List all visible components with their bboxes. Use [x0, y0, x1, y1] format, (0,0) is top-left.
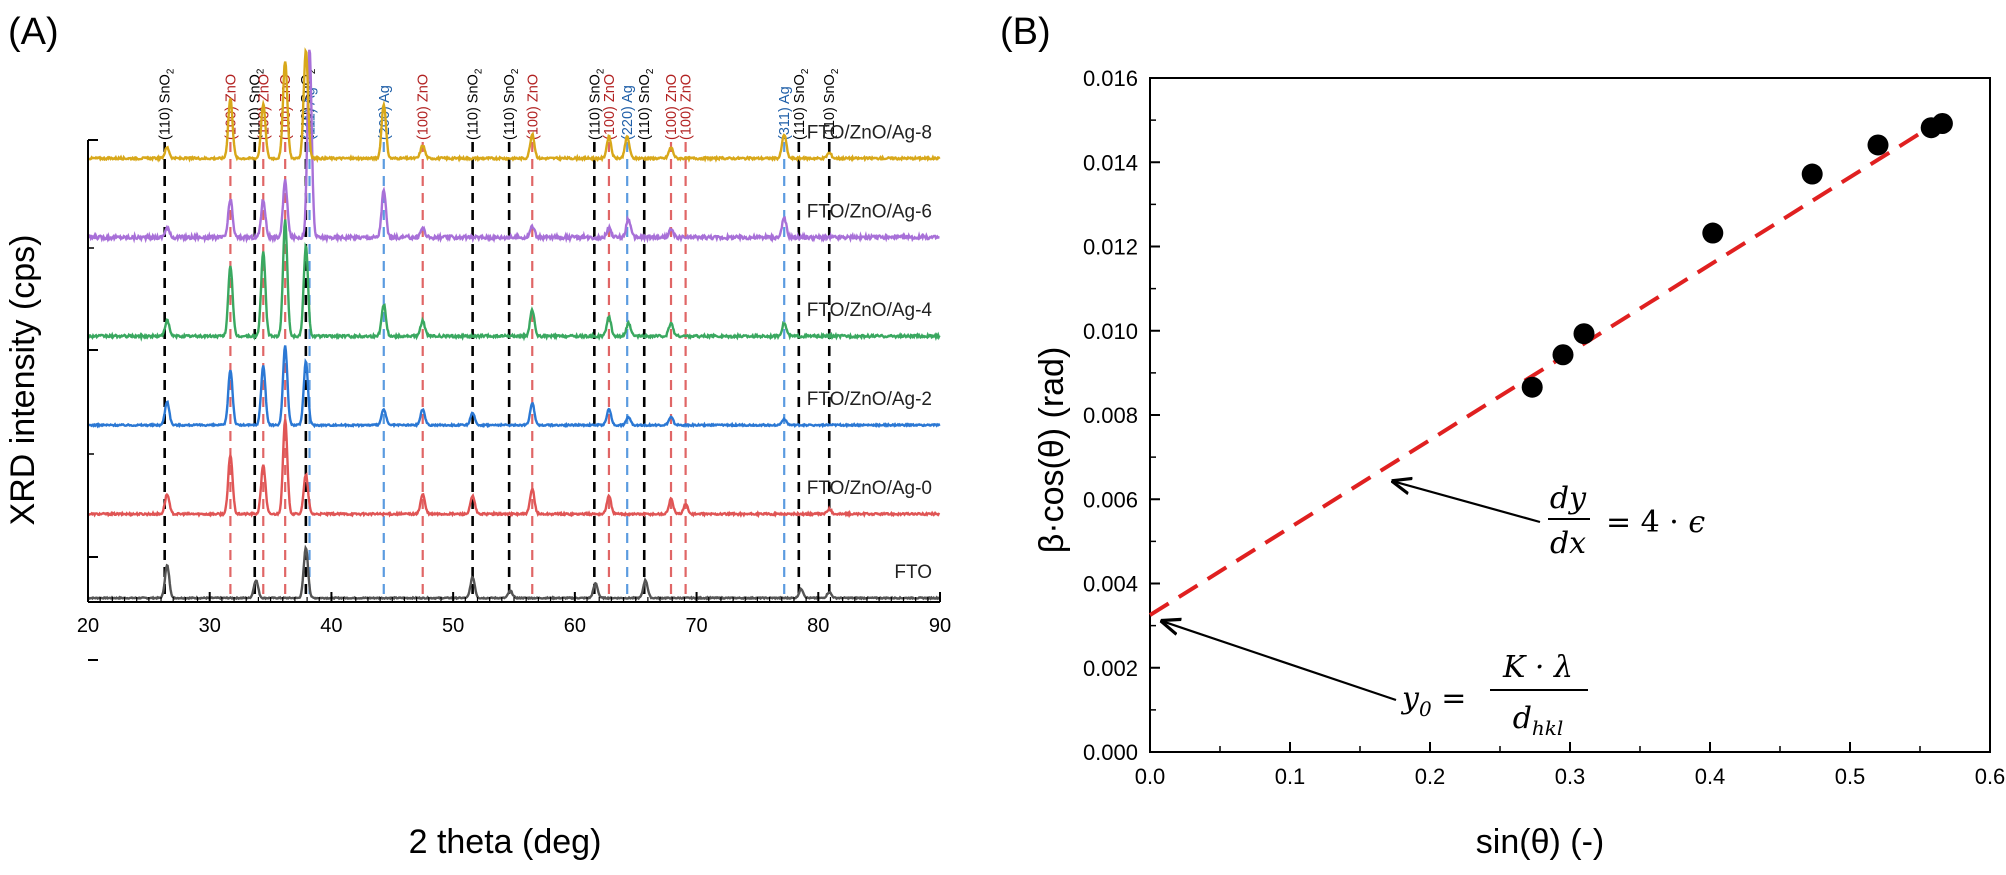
y-tick-label: 0.002 [1083, 656, 1138, 681]
y-tick-label: 0.016 [1083, 66, 1138, 91]
fit-line [1148, 114, 1950, 617]
data-point [1801, 163, 1823, 185]
fit-line-group [1148, 114, 1950, 617]
reference-label: (100) ZnO [602, 74, 618, 140]
data-points [1521, 112, 1953, 398]
xrd-series-line [86, 47, 941, 164]
y-tick-label: 0.014 [1083, 150, 1138, 175]
x-tick-label: 40 [320, 615, 342, 637]
svg-text:dy: dy [1550, 481, 1587, 516]
y-tick-label: 0.004 [1083, 572, 1138, 597]
xrd-series-line [87, 219, 941, 342]
x-tick-label: 30 [199, 615, 221, 637]
x-tick-label: 0.2 [1415, 764, 1446, 789]
wh-y-axis-label: β·cos(θ) (rad) [1033, 347, 1071, 554]
data-point [1931, 112, 1953, 134]
y-tick-label: 0.008 [1083, 403, 1138, 428]
data-point [1867, 134, 1889, 156]
williamson-hall-panel: (B) 0.0 0.1 0.2 0.3 0.4 0.5 0.6 0.000 0.002 0.004… [1000, 11, 2005, 861]
reference-label: (100) ZnO [664, 74, 680, 140]
xrd-series-line [86, 419, 941, 519]
slope-annotation: dy dx = 4 · ϵ [1548, 481, 1705, 561]
xrd-series-line [87, 49, 940, 244]
panel-label-b: (B) [1000, 11, 1051, 53]
x-tick-label: 0.3 [1555, 764, 1586, 789]
y-tick-label: 0.012 [1083, 235, 1138, 260]
y-tick-label: 0.006 [1083, 487, 1138, 512]
reference-label: (110) SnO2 [792, 68, 811, 140]
x-tick-label: 80 [807, 615, 829, 637]
reference-label: (311) Ag [777, 86, 793, 140]
reference-label: (110) SnO2 [637, 68, 656, 140]
intercept-arrow [1162, 621, 1397, 702]
reference-label: (220) Ag [620, 85, 636, 140]
xrd-panel: (A) (110) SnO2(100) ZnO (110) SnO2(100) Z… [4, 11, 951, 861]
svg-text:K · λ: K · λ [1502, 650, 1573, 685]
reference-label: (100) ZnO [525, 74, 541, 140]
series-label: FTO [894, 562, 932, 583]
x-tick-label: 60 [564, 615, 586, 637]
series-label: FTO/ZnO/Ag-2 [807, 389, 932, 410]
x-tick-label: 0.6 [1975, 764, 2006, 789]
x-tick-label: 0.0 [1135, 764, 1166, 789]
panel-label-a: (A) [8, 11, 59, 53]
data-point [1521, 376, 1543, 398]
reference-label: (110) SnO2 [587, 68, 606, 140]
series-label: FTO/ZnO/Ag-4 [807, 300, 933, 321]
reference-label: (100) ZnO [416, 74, 432, 140]
wh-axes: 0.0 0.1 0.2 0.3 0.4 0.5 0.6 0.000 0.002 0.004 0.00… [1083, 66, 2005, 789]
annotations: dy dx = 4 · ϵ y0 = K · λ dhkl [1162, 481, 1705, 740]
series-label: FTO/ZnO/Ag-0 [807, 478, 932, 499]
xrd-axes: 20 30 40 50 60 70 80 90 [77, 139, 951, 661]
data-point [1702, 222, 1724, 244]
x-tick-label: 0.1 [1275, 764, 1306, 789]
svg-text:y0 =: y0 = [1400, 681, 1466, 721]
xrd-series-line [87, 544, 941, 601]
xrd-series-line [87, 345, 941, 429]
reference-label: (110) SnO2 [822, 68, 841, 140]
x-tick-label: 0.4 [1695, 764, 1726, 789]
x-tick-label: 90 [929, 615, 951, 637]
svg-text:dx: dx [1550, 526, 1586, 561]
x-tick-label: 50 [442, 615, 464, 637]
xrd-y-axis-label: XRD intensity (cps) [4, 235, 42, 526]
xrd-series: FTO FTO/ZnO/Ag-0 FTO/ZnO/Ag-2 FTO/ZnO/Ag-4 F… [86, 47, 941, 601]
x-tick-label: 20 [77, 615, 99, 637]
reference-label: (110) SnO2 [502, 68, 521, 140]
data-point [1573, 323, 1595, 345]
xrd-x-axis-label: 2 theta (deg) [409, 823, 602, 861]
slope-arrow [1393, 481, 1541, 524]
wh-x-axis-label: sin(θ) (-) [1476, 823, 1604, 861]
series-label: FTO/ZnO/Ag-8 [807, 122, 932, 143]
svg-text:dhkl: dhkl [1513, 701, 1564, 740]
svg-text:= 4 · ϵ: = 4 · ϵ [1606, 505, 1705, 540]
x-tick-label: 0.5 [1835, 764, 1866, 789]
intercept-annotation: y0 = K · λ dhkl [1400, 650, 1588, 740]
reference-label: (110) SnO2 [466, 68, 485, 140]
y-tick-label: 0.010 [1083, 319, 1138, 344]
x-tick-label: 70 [685, 615, 707, 637]
data-point [1552, 344, 1574, 366]
y-tick-label: 0.000 [1083, 740, 1138, 765]
reference-label: (100) ZnO [679, 74, 695, 140]
series-label: FTO/ZnO/Ag-6 [807, 201, 932, 222]
reference-label: (110) SnO2 [158, 68, 177, 140]
